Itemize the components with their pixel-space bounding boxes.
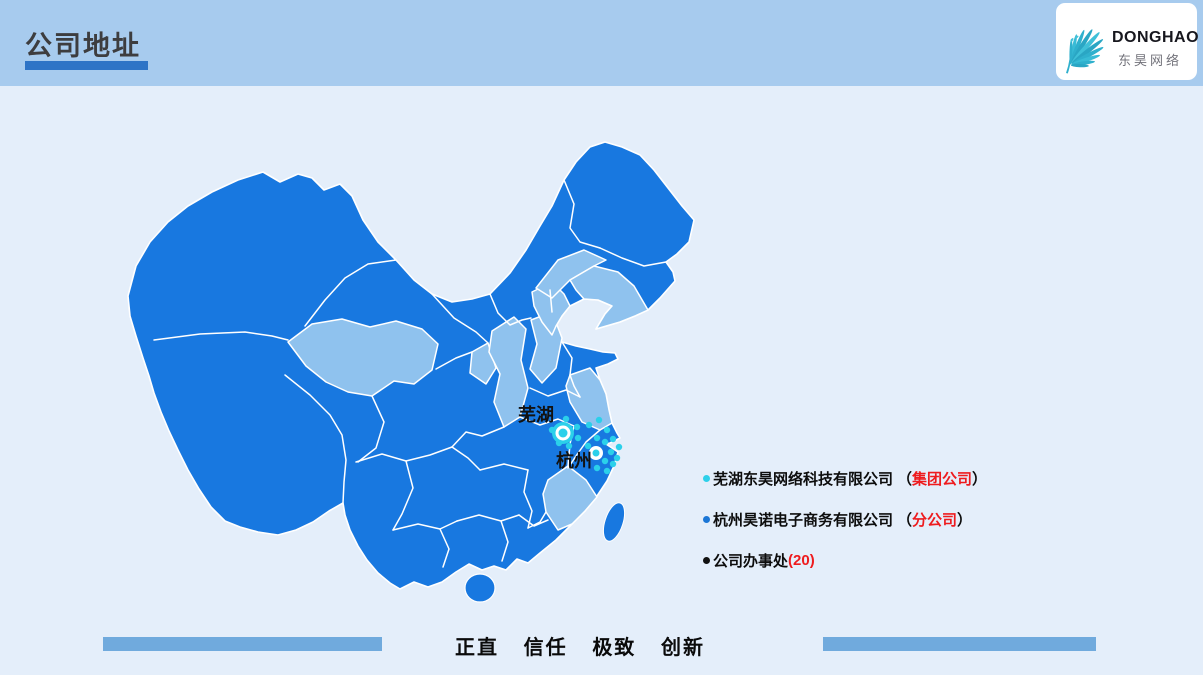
- legend-paren-open: （: [897, 512, 913, 529]
- province-fujian: [542, 465, 598, 531]
- footer-bar-right: [823, 637, 1096, 651]
- hainan-island: [464, 573, 496, 603]
- province-liaoning: [569, 265, 649, 330]
- legend-paren-open: （: [897, 471, 913, 488]
- motto-word: 极致: [592, 637, 637, 659]
- legend-highlight: (20): [788, 552, 815, 569]
- map-label-hangzhou: 杭州: [556, 450, 592, 471]
- title-underline: [25, 61, 148, 70]
- legend-item-hq: 芜湖东昊网络科技有限公司 （ 集团公司 ）: [703, 468, 987, 489]
- map-label-wuhu: 芜湖: [518, 404, 554, 425]
- hangzhou-branch-marker: [589, 446, 603, 460]
- legend-company-name: 杭州昊诺电子商务有限公司: [713, 512, 894, 529]
- legend-highlight: 集团公司: [912, 471, 973, 488]
- province-east-innermongolia: [535, 249, 607, 299]
- header-bar: 公司地址 DONGHAO 东昊网络: [0, 0, 1203, 86]
- province-jiangsu: [565, 367, 613, 431]
- feather-fan-icon: [1066, 29, 1104, 74]
- footer-bar-left: [103, 637, 382, 651]
- legend-paren-close: ）: [972, 471, 988, 488]
- wuhu-hq-marker: [552, 422, 574, 444]
- legend-bullet-cyan: [703, 475, 710, 482]
- china-map: 芜湖 杭州: [100, 130, 700, 610]
- motto-word: 正直: [455, 637, 499, 659]
- legend-company-name: 芜湖东昊网络科技有限公司: [713, 471, 894, 488]
- province-borders: [153, 179, 667, 568]
- taiwan-island: [602, 502, 626, 542]
- legend-highlight: 分公司: [912, 512, 958, 529]
- legend-item-branch: 杭州昊诺电子商务有限公司 （ 分公司 ）: [703, 509, 987, 530]
- motto-word: 创新: [660, 637, 705, 659]
- logo-brand-text: DONGHAO: [1112, 29, 1200, 46]
- legend-company-name: 公司办事处: [713, 553, 789, 570]
- logo-card: DONGHAO 东昊网络: [1056, 3, 1200, 80]
- footer-motto: 正直 信任 极致 创新: [455, 631, 705, 660]
- motto-word: 信任: [523, 637, 568, 659]
- logo-brand-cn-text: 东昊网络: [1118, 53, 1183, 68]
- page-title: 公司地址: [25, 31, 141, 61]
- province-qinghai: [287, 318, 439, 397]
- legend-item-offices: 公司办事处 (20): [703, 550, 987, 571]
- legend-bullet-black: [703, 557, 710, 564]
- legend-bullet-blue: [703, 516, 710, 523]
- map-legend: 芜湖东昊网络科技有限公司 （ 集团公司 ） 杭州昊诺电子商务有限公司 （ 分公司…: [703, 468, 987, 591]
- legend-paren-close: ）: [957, 512, 973, 529]
